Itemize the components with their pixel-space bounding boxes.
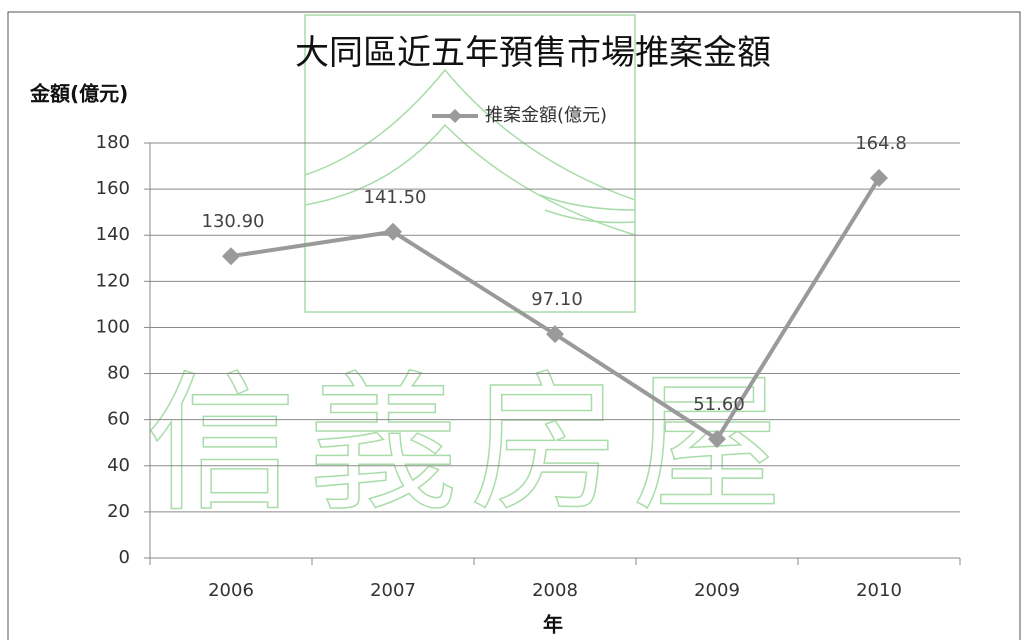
y-tick-label: 80 bbox=[107, 363, 130, 384]
data-point bbox=[708, 430, 726, 449]
data-point bbox=[870, 169, 888, 188]
data-label: 141.50 bbox=[364, 187, 427, 208]
x-tick-label: 2010 bbox=[856, 580, 902, 601]
y-tick-label: 120 bbox=[96, 270, 130, 291]
y-tick-label: 60 bbox=[107, 409, 130, 430]
legend-label: 推案金額(億元) bbox=[485, 105, 607, 126]
watermark: 信義房屋 bbox=[146, 358, 794, 532]
y-tick-label: 140 bbox=[96, 224, 130, 245]
y-tick-label: 0 bbox=[119, 547, 130, 568]
data-point bbox=[222, 247, 240, 266]
y-tick-label: 40 bbox=[107, 455, 130, 476]
y-axis-title: 金額(億元) bbox=[29, 82, 128, 106]
data-label: 130.90 bbox=[202, 211, 265, 232]
x-tick-label: 2008 bbox=[532, 580, 578, 601]
data-label: 164.8 bbox=[855, 133, 907, 154]
x-tick-label: 2007 bbox=[370, 580, 416, 601]
data-point bbox=[546, 325, 564, 344]
y-tick-label: 180 bbox=[96, 132, 130, 153]
x-axis-title: 年 bbox=[543, 613, 563, 637]
x-tick-label: 2009 bbox=[694, 580, 740, 601]
data-label: 51.60 bbox=[693, 394, 745, 415]
data-label: 97.10 bbox=[531, 289, 583, 310]
chart-title: 大同區近五年預售市場推案金額 bbox=[295, 33, 771, 73]
y-tick-label: 100 bbox=[96, 316, 130, 337]
y-tick-label: 160 bbox=[96, 178, 130, 199]
chart-frame bbox=[7, 11, 1021, 640]
data-point bbox=[384, 222, 402, 241]
x-tick-label: 2006 bbox=[208, 580, 254, 601]
legend-marker bbox=[448, 109, 462, 123]
y-tick-label: 20 bbox=[107, 501, 130, 522]
